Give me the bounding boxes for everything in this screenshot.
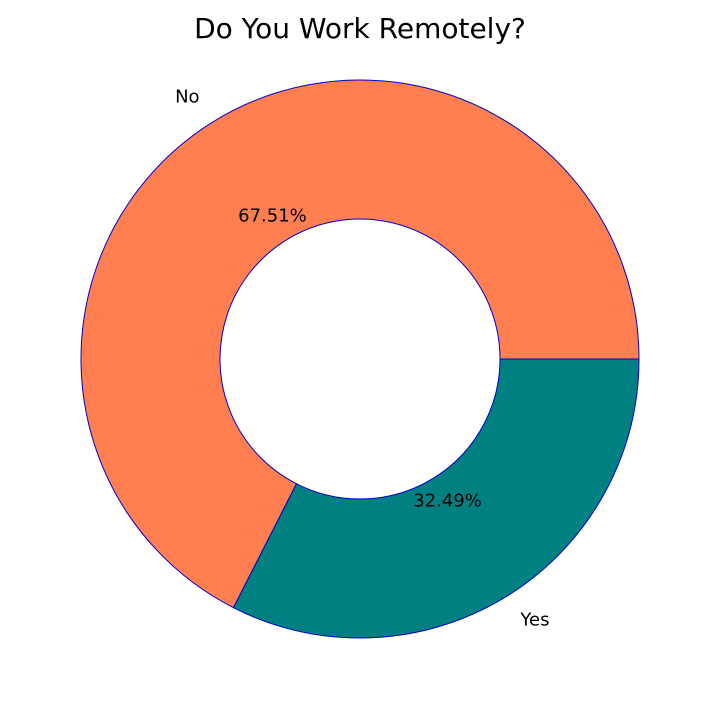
chart-title: Do You Work Remotely? [194,12,526,45]
slice-label-yes: Yes [519,610,549,631]
slice-label-no: No [175,86,199,107]
percent-label-no: 67.51% [238,205,307,226]
percent-label-yes: 32.49% [413,491,482,512]
slices-group [80,79,640,639]
labels-group: No 67.51% Yes 32.49% [175,86,549,630]
slice-yes [232,358,640,639]
slice-no [80,79,640,609]
